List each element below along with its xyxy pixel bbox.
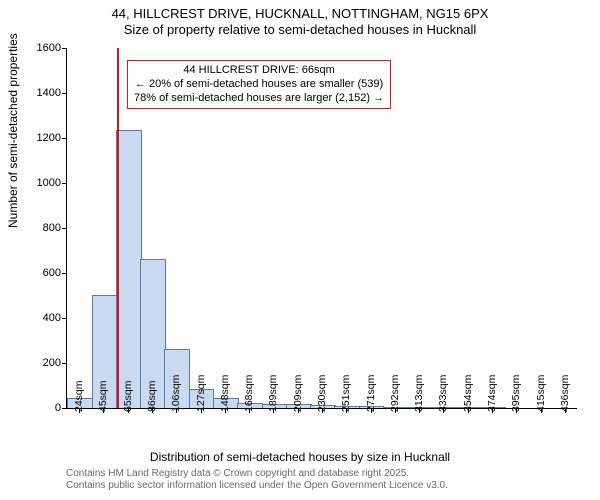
x-tick-label: 374sqm xyxy=(486,375,498,412)
annotation-line: 78% of semi-detached houses are larger (… xyxy=(134,92,384,106)
x-tick-label: 230sqm xyxy=(316,375,328,412)
x-tick-label: 127sqm xyxy=(195,375,207,412)
x-tick-label: 251sqm xyxy=(340,375,352,412)
histogram-bar xyxy=(116,130,142,408)
x-tick-label: 313sqm xyxy=(413,375,425,412)
y-tick-mark xyxy=(62,363,67,364)
y-tick-mark xyxy=(62,273,67,274)
annotation-box: 44 HILLCREST DRIVE: 66sqm← 20% of semi-d… xyxy=(127,60,391,109)
y-tick-label: 1000 xyxy=(25,177,61,189)
x-tick-label: 168sqm xyxy=(243,375,255,412)
x-tick-label: 209sqm xyxy=(292,375,304,412)
x-tick-label: 45sqm xyxy=(97,380,109,412)
attribution-line-1: Contains HM Land Registry data © Crown c… xyxy=(66,468,448,480)
y-tick-label: 0 xyxy=(25,402,61,414)
x-tick-label: 354sqm xyxy=(462,375,474,412)
y-tick-label: 1600 xyxy=(25,42,61,54)
x-tick-label: 292sqm xyxy=(389,375,401,412)
y-tick-label: 1200 xyxy=(25,132,61,144)
chart-container: 44, HILLCREST DRIVE, HUCKNALL, NOTTINGHA… xyxy=(0,0,600,500)
property-marker-line xyxy=(117,48,119,408)
y-tick-label: 200 xyxy=(25,357,61,369)
x-tick-label: 271sqm xyxy=(365,375,377,412)
x-tick-label: 106sqm xyxy=(170,375,182,412)
x-axis-label: Distribution of semi-detached houses by … xyxy=(0,450,600,464)
y-tick-label: 600 xyxy=(25,267,61,279)
y-tick-mark xyxy=(62,183,67,184)
y-tick-label: 400 xyxy=(25,312,61,324)
title-line-1: 44, HILLCREST DRIVE, HUCKNALL, NOTTINGHA… xyxy=(0,6,600,22)
x-tick-label: 333sqm xyxy=(437,375,449,412)
y-axis-label: Number of semi-detached properties xyxy=(6,33,20,228)
y-tick-label: 800 xyxy=(25,222,61,234)
title-line-2: Size of property relative to semi-detach… xyxy=(0,22,600,38)
x-tick-label: 86sqm xyxy=(146,380,158,412)
y-tick-mark xyxy=(62,48,67,49)
x-tick-label: 148sqm xyxy=(219,375,231,412)
y-tick-mark xyxy=(62,318,67,319)
x-tick-label: 189sqm xyxy=(267,375,279,412)
annotation-line: 44 HILLCREST DRIVE: 66sqm xyxy=(134,64,384,78)
x-tick-label: 395sqm xyxy=(510,375,522,412)
y-tick-mark xyxy=(62,408,67,409)
y-tick-mark xyxy=(62,93,67,94)
attribution-line-2: Contains public sector information licen… xyxy=(66,480,448,492)
attribution-text: Contains HM Land Registry data © Crown c… xyxy=(66,468,448,492)
x-tick-label: 65sqm xyxy=(122,380,134,412)
chart-title: 44, HILLCREST DRIVE, HUCKNALL, NOTTINGHA… xyxy=(0,0,600,37)
annotation-line: ← 20% of semi-detached houses are smalle… xyxy=(134,78,384,92)
y-tick-mark xyxy=(62,138,67,139)
x-tick-label: 436sqm xyxy=(559,375,571,412)
x-tick-label: 415sqm xyxy=(535,375,547,412)
y-tick-label: 1400 xyxy=(25,87,61,99)
y-tick-mark xyxy=(62,228,67,229)
x-tick-label: 24sqm xyxy=(73,380,85,412)
plot-area: 0200400600800100012001400160024sqm45sqm6… xyxy=(66,48,577,409)
